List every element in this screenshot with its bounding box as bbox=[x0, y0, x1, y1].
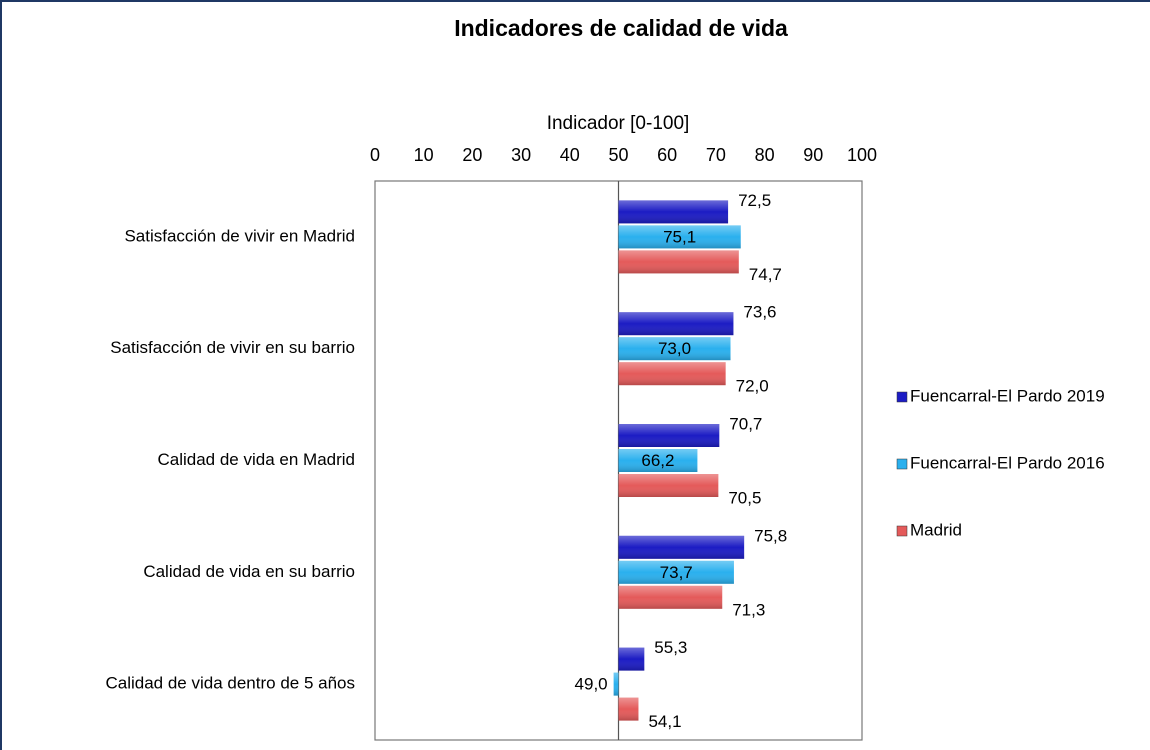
x-tick-label: 30 bbox=[511, 145, 531, 165]
data-label: 70,5 bbox=[728, 488, 761, 507]
bar-shade bbox=[618, 585, 723, 609]
bar-shade bbox=[618, 200, 729, 224]
x-tick-label: 80 bbox=[755, 145, 775, 165]
chart-title: Indicadores de calidad de vida bbox=[454, 15, 788, 41]
x-tick-label: 0 bbox=[370, 145, 380, 165]
data-label: 66,2 bbox=[641, 451, 674, 470]
x-tick-label: 70 bbox=[706, 145, 726, 165]
y-tick-label: Satisfacción de vivir en Madrid bbox=[124, 226, 355, 245]
x-tick-label: 90 bbox=[803, 145, 823, 165]
y-tick-label: Calidad de vida dentro de 5 años bbox=[105, 674, 355, 693]
x-tick-label: 10 bbox=[414, 145, 434, 165]
bar-shade bbox=[618, 449, 698, 472]
data-label: 55,3 bbox=[654, 638, 687, 657]
legend-swatch bbox=[896, 458, 908, 470]
legend-swatch bbox=[896, 391, 908, 403]
data-label: 73,6 bbox=[743, 303, 776, 322]
legend-label: Fuencarral-El Pardo 2016 bbox=[910, 453, 1105, 472]
data-label: 72,5 bbox=[738, 191, 771, 210]
legend-swatch bbox=[896, 525, 908, 537]
bar-shade bbox=[618, 535, 745, 559]
y-tick-label: Calidad de vida en su barrio bbox=[143, 562, 355, 581]
data-label: 75,8 bbox=[754, 526, 787, 545]
x-tick-label: 60 bbox=[657, 145, 677, 165]
legend-label: Fuencarral-El Pardo 2019 bbox=[910, 386, 1105, 405]
y-tick-label: Calidad de vida en Madrid bbox=[157, 450, 355, 469]
bar-shade bbox=[618, 312, 734, 336]
axis-title: Indicador [0-100] bbox=[547, 113, 690, 134]
bar-shade bbox=[618, 474, 719, 497]
legend-label: Madrid bbox=[910, 520, 962, 539]
bar-shade bbox=[618, 250, 739, 274]
bar-shade bbox=[618, 560, 734, 584]
bar-shade bbox=[618, 225, 741, 249]
data-label: 71,3 bbox=[732, 600, 765, 619]
x-tick-label: 20 bbox=[462, 145, 482, 165]
bar-shade bbox=[618, 424, 720, 447]
data-label: 73,0 bbox=[658, 339, 691, 358]
bar-shade bbox=[613, 672, 619, 696]
bar-shade bbox=[618, 697, 639, 721]
data-label: 72,0 bbox=[736, 377, 769, 396]
bar-shade bbox=[618, 362, 726, 386]
bar-shade bbox=[618, 337, 731, 361]
x-tick-label: 100 bbox=[847, 145, 877, 165]
bar-shade bbox=[618, 647, 645, 671]
x-tick-label: 40 bbox=[560, 145, 580, 165]
y-tick-label: Satisfacción de vivir en su barrio bbox=[110, 338, 355, 357]
x-tick-label: 50 bbox=[608, 145, 628, 165]
data-label: 49,0 bbox=[575, 675, 608, 694]
data-label: 70,7 bbox=[729, 414, 762, 433]
data-label: 54,1 bbox=[648, 712, 681, 731]
data-label: 75,1 bbox=[663, 227, 696, 246]
data-label: 73,7 bbox=[660, 563, 693, 582]
data-label: 74,7 bbox=[749, 265, 782, 284]
